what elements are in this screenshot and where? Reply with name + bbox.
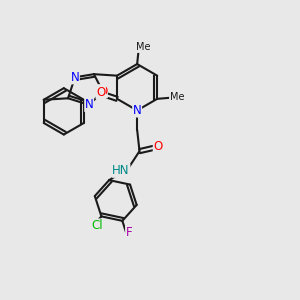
Text: N: N [85,98,94,111]
Text: F: F [126,226,132,238]
Text: Me: Me [136,42,150,52]
Text: O: O [98,85,107,98]
Text: N: N [70,71,79,84]
Text: N: N [133,104,142,117]
Text: Cl: Cl [91,219,103,232]
Text: O: O [96,85,105,98]
Text: Me: Me [169,92,184,102]
Text: O: O [153,140,163,153]
Text: HN: HN [112,164,130,177]
